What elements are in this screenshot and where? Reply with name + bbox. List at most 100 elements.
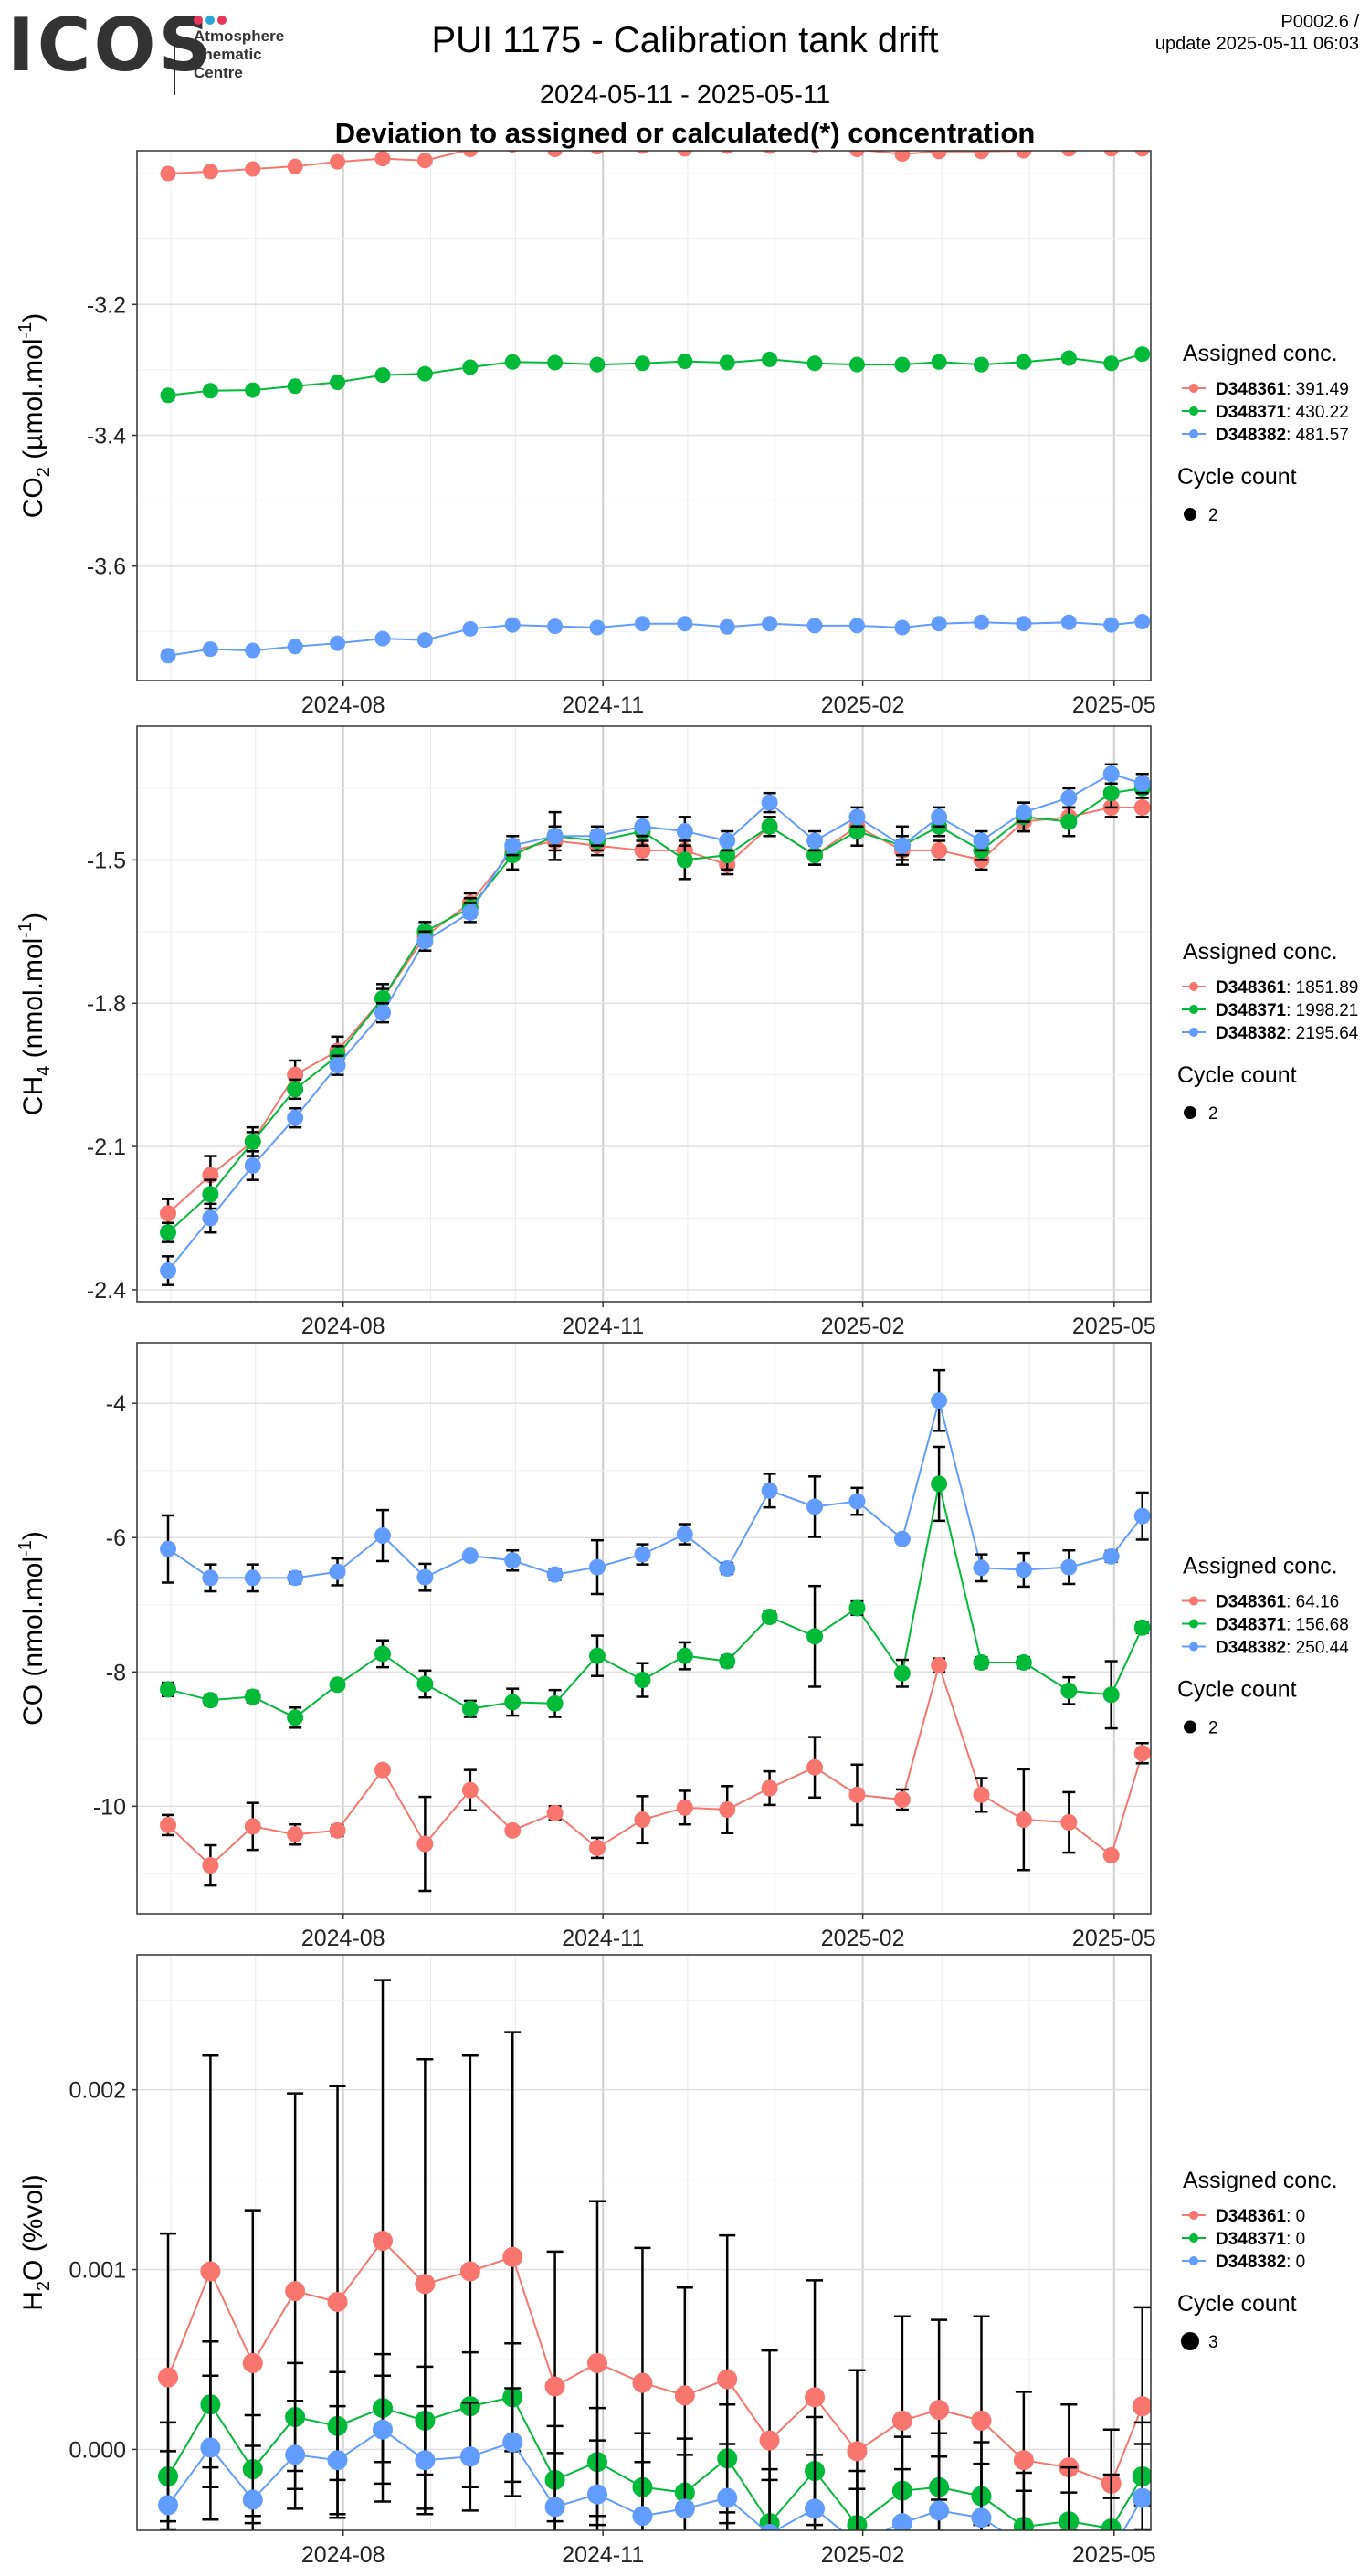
data-point: [674, 2385, 695, 2406]
logo-dot-icon: [217, 16, 227, 25]
data-point: [676, 851, 693, 869]
legend-entry: D348382: 481.57: [1216, 426, 1349, 445]
data-point: [200, 2261, 221, 2282]
data-point: [160, 1224, 177, 1241]
date-range: 2024-05-11 - 2025-05-11: [539, 80, 831, 110]
data-point: [160, 165, 176, 182]
data-point: [202, 1857, 219, 1874]
series-D348382: [158, 2374, 1151, 2555]
legend-entry: D348361: 0: [1216, 2207, 1305, 2226]
data-point: [1134, 346, 1151, 363]
error-bar: [1135, 151, 1149, 152]
y-tick-label: -10: [93, 1794, 126, 1820]
data-point: [287, 1081, 304, 1098]
data-point: [929, 2500, 950, 2521]
legend-key-D348361: [1182, 982, 1206, 991]
data-point: [1102, 1847, 1120, 1864]
data-point: [717, 2487, 738, 2508]
data-point: [416, 632, 433, 649]
data-point: [200, 2437, 221, 2458]
data-point: [244, 1688, 261, 1705]
y-tick-label: 0.002: [68, 2078, 126, 2104]
data-point: [158, 2495, 179, 2516]
legend-entry: D348371: 0: [1216, 2230, 1305, 2249]
data-point: [1060, 813, 1078, 830]
data-point: [1133, 798, 1151, 816]
data-point: [416, 1568, 434, 1586]
data-point: [676, 1526, 693, 1543]
data-point: [634, 1672, 651, 1689]
data-point: [504, 1552, 522, 1569]
data-point: [1103, 617, 1120, 633]
y-tick-label: -3.6: [87, 554, 126, 580]
logo-dot-icon: [206, 16, 215, 25]
data-point: [287, 1109, 304, 1126]
data-point: [762, 616, 778, 632]
y-tick-label: -1.5: [87, 848, 126, 873]
legend-entry: D348361: 64.16: [1216, 1593, 1339, 1612]
series-D348371: [160, 1445, 1151, 1730]
data-point: [547, 151, 563, 158]
data-point: [1060, 1814, 1078, 1831]
y-tick-label: -6: [106, 1526, 126, 1551]
data-point: [287, 378, 303, 395]
data-point: [329, 1563, 346, 1580]
data-point: [160, 1540, 177, 1557]
data-point: [588, 1558, 606, 1576]
data-point: [242, 2489, 263, 2510]
data-point: [806, 832, 824, 850]
data-point: [719, 1560, 736, 1578]
error-bar: [506, 143, 519, 148]
data-point: [806, 1758, 824, 1776]
data-point: [931, 354, 947, 370]
error-bar: [848, 2487, 866, 2530]
data-point: [805, 2387, 826, 2408]
data-point: [586, 2352, 607, 2373]
logo-dot-icon: [194, 16, 203, 25]
version-info: P0002.6 / update 2025-05-11 06:03: [1155, 11, 1359, 55]
data-point: [415, 2450, 436, 2471]
data-point: [244, 1133, 261, 1150]
data-point: [761, 1609, 778, 1625]
data-point: [546, 1804, 564, 1821]
data-point: [504, 1821, 522, 1839]
error-bar: [721, 144, 733, 148]
data-point: [677, 616, 693, 632]
data-point: [761, 818, 778, 835]
data-point: [544, 2497, 565, 2518]
y-axis-label: CH4 (nmol.mol-1): [16, 913, 54, 1115]
data-point: [416, 1675, 434, 1693]
data-point: [761, 794, 778, 811]
data-point: [160, 1816, 177, 1833]
data-point: [1061, 151, 1077, 157]
data-point: [504, 354, 521, 370]
data-point: [202, 1209, 219, 1227]
data-point: [1132, 2487, 1151, 2508]
data-point: [588, 1839, 606, 1856]
plot-border: [136, 1954, 1152, 2531]
data-point: [931, 151, 947, 160]
page-title: PUI 1175 - Calibration tank drift: [431, 20, 939, 60]
legend-key-D348371: [1182, 406, 1206, 416]
data-point: [245, 161, 261, 177]
legend-count-title: Cycle count: [1177, 1677, 1297, 1703]
data-point: [1134, 614, 1151, 630]
data-point: [546, 828, 564, 845]
data-point: [287, 1569, 304, 1587]
data-point: [973, 151, 989, 160]
data-point: [330, 635, 346, 651]
data-point: [1014, 2535, 1034, 2555]
data-point: [849, 151, 865, 158]
x-tick-label: 2024-08: [301, 1314, 385, 1339]
data-point: [719, 1652, 736, 1670]
x-tick-label: 2024-11: [562, 692, 644, 718]
data-point: [502, 2432, 523, 2453]
data-point: [762, 351, 778, 367]
data-point: [160, 648, 176, 664]
data-point: [636, 151, 649, 154]
legend-key-D348382: [1182, 1028, 1206, 1037]
series-D348361: [158, 1979, 1151, 2530]
data-point: [931, 1475, 948, 1493]
data-point: [677, 151, 693, 157]
